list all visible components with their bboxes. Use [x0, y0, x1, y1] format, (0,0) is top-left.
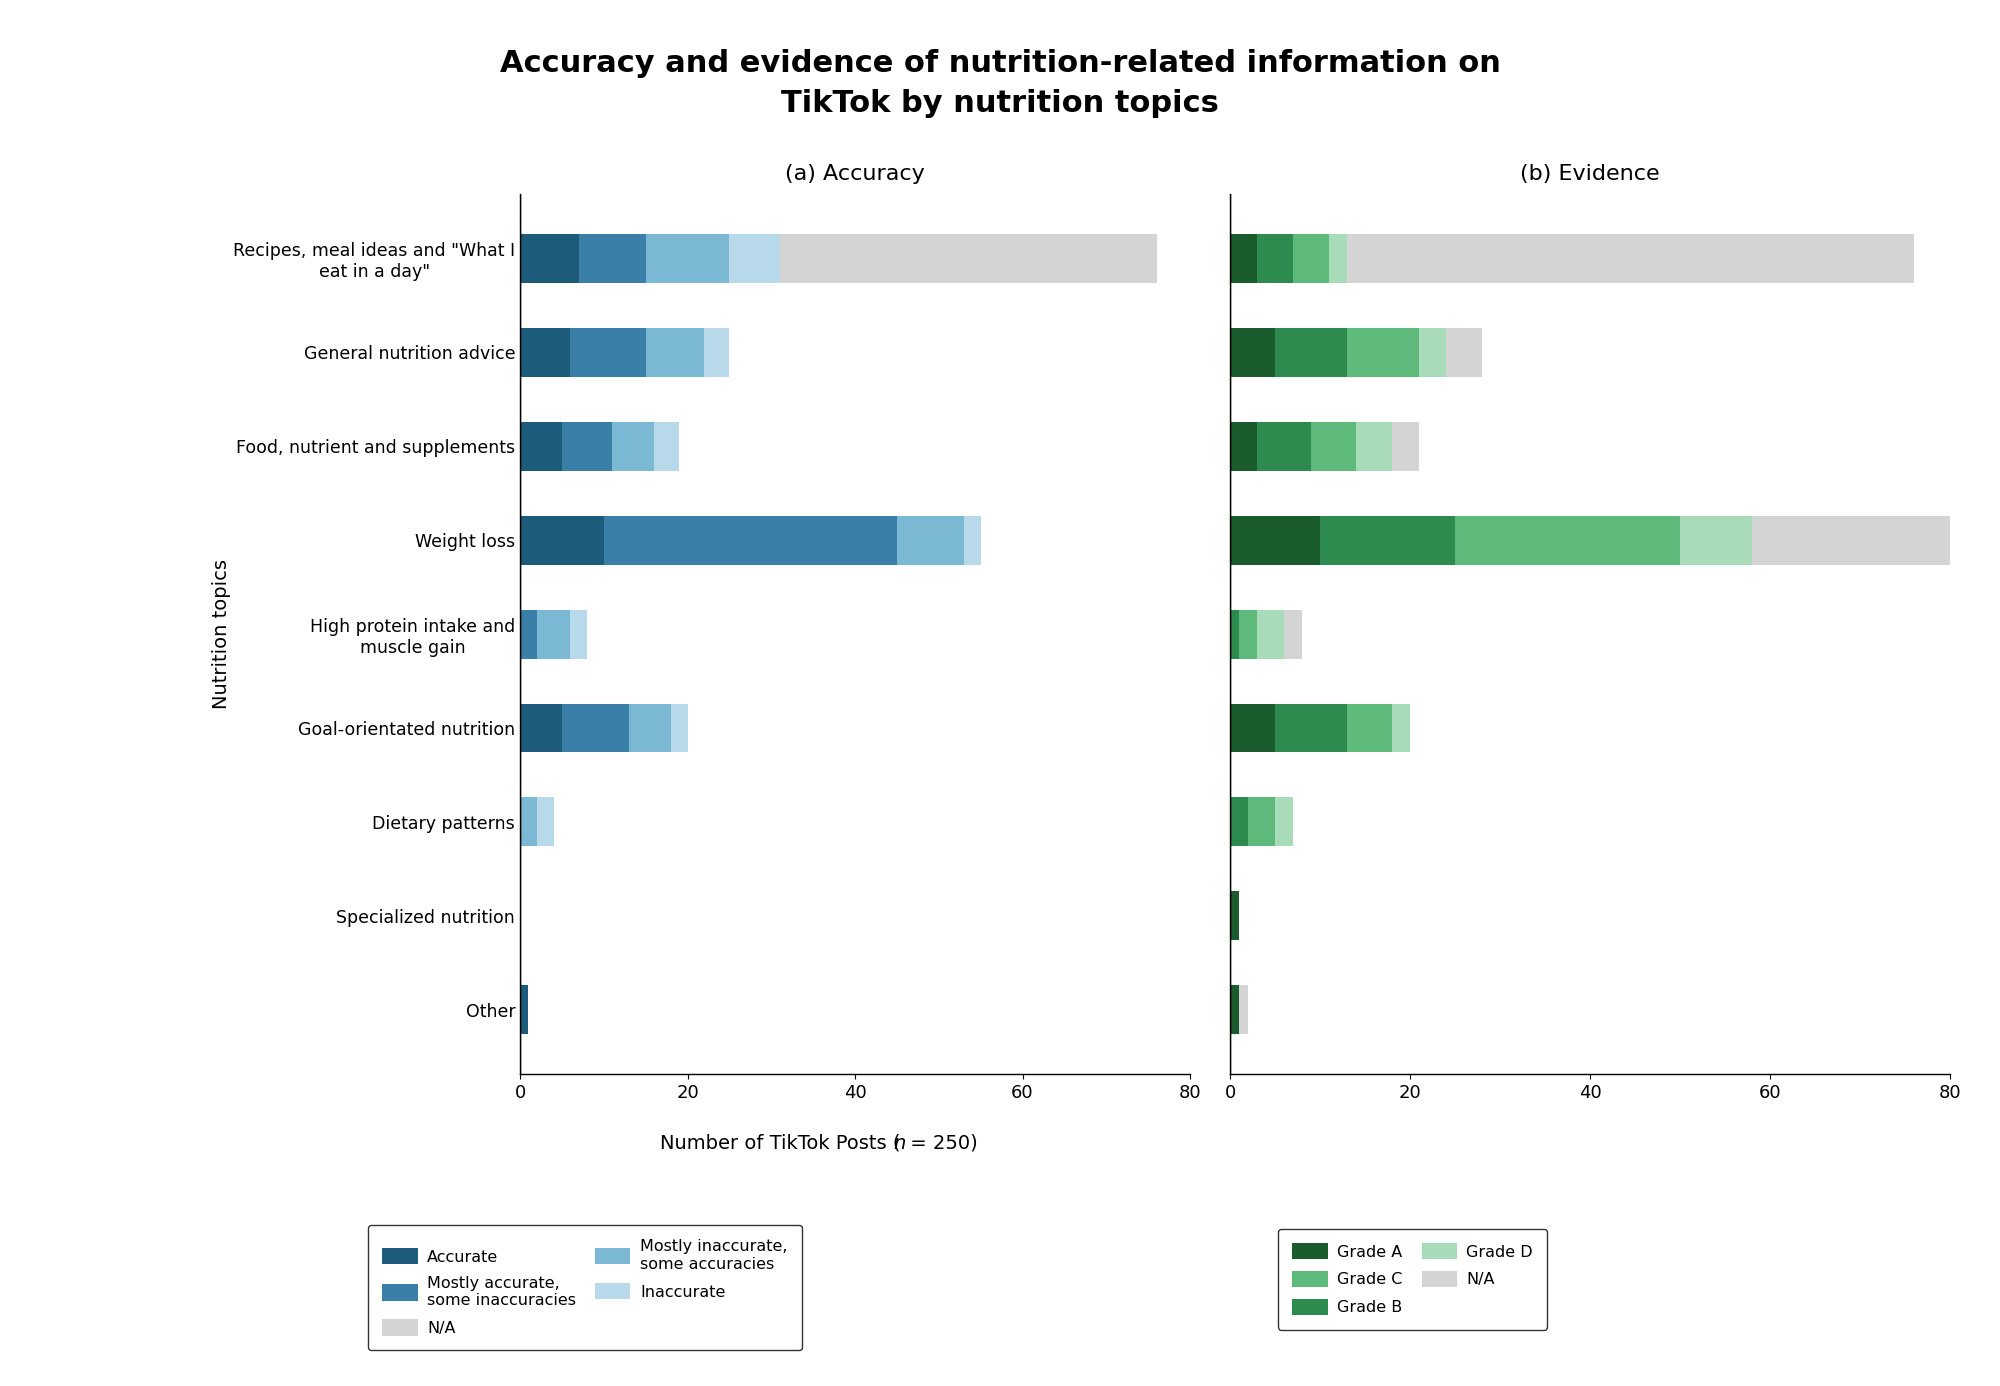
- Bar: [1680, 516, 1752, 564]
- Bar: [520, 985, 528, 1034]
- Bar: [520, 516, 604, 564]
- Bar: [628, 704, 670, 753]
- Bar: [646, 234, 730, 283]
- Bar: [1356, 421, 1392, 471]
- Y-axis label: Nutrition topics: Nutrition topics: [212, 559, 232, 710]
- Bar: [1230, 704, 1276, 753]
- Bar: [1752, 516, 1950, 564]
- Bar: [704, 328, 730, 377]
- Bar: [562, 421, 612, 471]
- Bar: [654, 421, 680, 471]
- Bar: [896, 516, 964, 564]
- Bar: [1230, 610, 1240, 658]
- Legend: Accurate, Mostly accurate,
some inaccuracies, N/A, Mostly inaccurate,
some accur: Accurate, Mostly accurate, some inaccura…: [368, 1225, 802, 1350]
- Bar: [1240, 610, 1258, 658]
- Bar: [730, 234, 780, 283]
- Bar: [562, 704, 628, 753]
- Bar: [1284, 610, 1302, 658]
- Bar: [604, 516, 896, 564]
- Bar: [1230, 797, 1248, 847]
- Bar: [570, 610, 588, 658]
- Bar: [1230, 421, 1258, 471]
- Bar: [1240, 985, 1248, 1034]
- Bar: [1276, 704, 1348, 753]
- Text: n: n: [894, 1134, 906, 1153]
- Bar: [520, 328, 570, 377]
- Bar: [1348, 234, 1914, 283]
- Bar: [1258, 610, 1284, 658]
- Bar: [1258, 421, 1312, 471]
- Bar: [1292, 234, 1328, 283]
- Bar: [1230, 234, 1258, 283]
- Text: Number of TikTok Posts (: Number of TikTok Posts (: [660, 1134, 900, 1153]
- Bar: [1446, 328, 1482, 377]
- Legend: Grade A, Grade C, Grade B, Grade D, N/A: Grade A, Grade C, Grade B, Grade D, N/A: [1278, 1228, 1548, 1329]
- Bar: [570, 328, 646, 377]
- Title: (b) Evidence: (b) Evidence: [1520, 164, 1660, 184]
- Bar: [520, 610, 536, 658]
- Bar: [1320, 516, 1456, 564]
- Bar: [612, 421, 654, 471]
- Title: (a) Accuracy: (a) Accuracy: [786, 164, 924, 184]
- Text: = 250): = 250): [904, 1134, 978, 1153]
- Bar: [578, 234, 646, 283]
- Bar: [964, 516, 980, 564]
- Bar: [1276, 797, 1292, 847]
- Bar: [1230, 985, 1240, 1034]
- Bar: [1276, 328, 1348, 377]
- Bar: [1392, 704, 1410, 753]
- Bar: [1230, 328, 1276, 377]
- Bar: [670, 704, 688, 753]
- Bar: [1248, 797, 1276, 847]
- Bar: [780, 234, 1156, 283]
- Bar: [1258, 234, 1292, 283]
- Bar: [1328, 234, 1348, 283]
- Bar: [536, 610, 570, 658]
- Bar: [520, 797, 536, 847]
- Bar: [1392, 421, 1420, 471]
- Bar: [1230, 891, 1240, 940]
- Bar: [646, 328, 704, 377]
- Bar: [1420, 328, 1446, 377]
- Bar: [520, 704, 562, 753]
- Bar: [1348, 704, 1392, 753]
- Bar: [1312, 421, 1356, 471]
- Bar: [1348, 328, 1420, 377]
- Text: Accuracy and evidence of nutrition-related information on
TikTok by nutrition to: Accuracy and evidence of nutrition-relat…: [500, 49, 1500, 118]
- Bar: [520, 421, 562, 471]
- Bar: [1230, 516, 1320, 564]
- Bar: [536, 797, 554, 847]
- Bar: [520, 234, 578, 283]
- Bar: [1456, 516, 1680, 564]
